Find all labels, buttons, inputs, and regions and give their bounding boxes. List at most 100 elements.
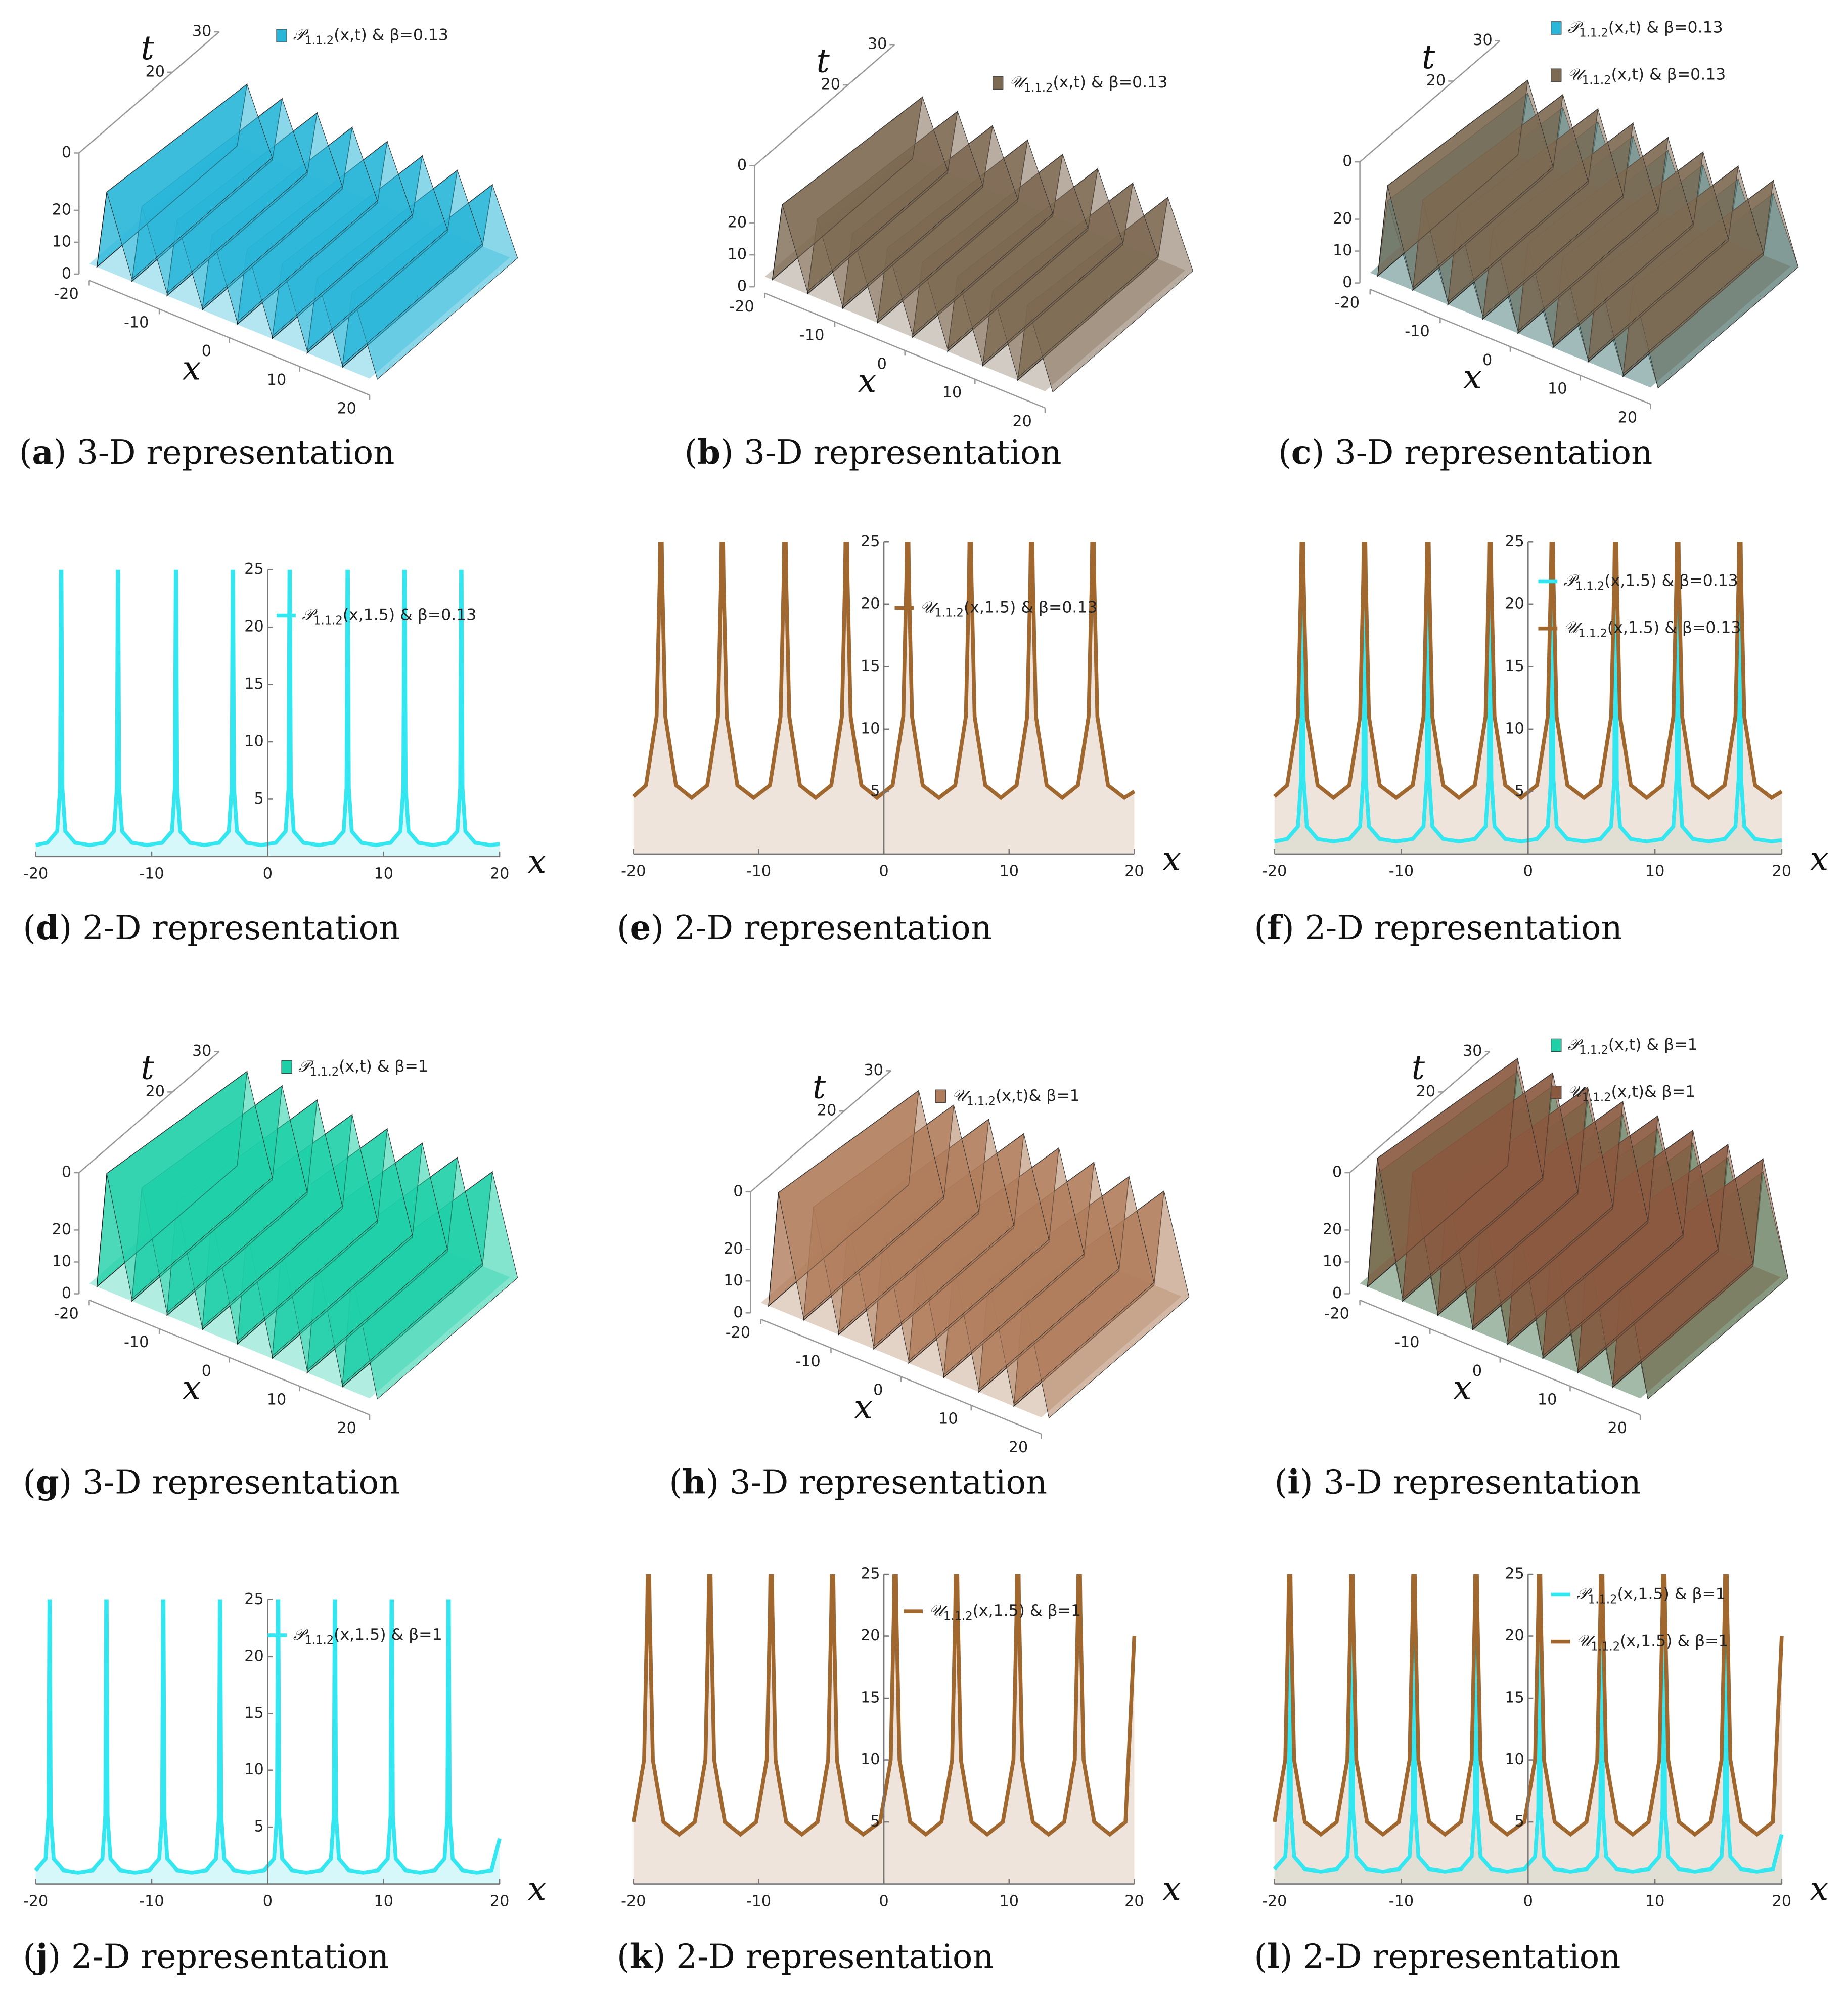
caption-part: i [1287, 1463, 1300, 1502]
legend-subscript: 1.1.2 [943, 1610, 973, 1623]
caption-part: e [630, 908, 651, 947]
legend-text: (x,t) & β=0.13 [1608, 18, 1723, 36]
y-tick-label: 25 [244, 1590, 263, 1608]
x-tick-label: 0 [873, 1382, 883, 1399]
y-tick-label: 25 [1505, 532, 1524, 550]
y-tick-label: 15 [244, 1704, 263, 1722]
y-tick-label: 25 [1505, 1565, 1524, 1583]
z-tick-label: 10 [52, 233, 71, 250]
plot-area [632, 1574, 1137, 1884]
caption-part: ( [23, 1937, 36, 1976]
y-tick-label: 25 [244, 560, 263, 578]
z-tick-label: 20 [52, 201, 71, 218]
x-tick-label: 20 [1124, 1892, 1144, 1910]
x-tick-label: -10 [746, 1892, 771, 1910]
caption-part: ) 3-D representation [1312, 433, 1653, 472]
caption-part: ) 2-D representation [48, 1937, 389, 1976]
x-axis-label: x [528, 842, 547, 881]
caption: (i) 3-D representation [1275, 1463, 1641, 1502]
caption-part: ( [1254, 1937, 1267, 1976]
z-tick-label: 20 [1333, 210, 1352, 228]
z-tick-label: 20 [728, 214, 747, 232]
y-tick-label: 5 [1514, 782, 1524, 800]
area [633, 1574, 1135, 1884]
caption-part: ( [23, 1463, 36, 1502]
legend-text: (x,1.5) & β=1 [973, 1601, 1081, 1620]
legend-swatch [276, 29, 287, 42]
legend-subscript: 1.1.2 [934, 606, 964, 619]
t-axis-label: t [817, 41, 830, 80]
x-tick-label: 20 [1009, 1439, 1028, 1456]
x-tick-label: -20 [23, 865, 48, 883]
x-tick-label: 0 [879, 1892, 888, 1910]
legend-text: (x,1.5) & β=0.13 [343, 606, 477, 624]
legend-label: 𝒫1.1.2(x,1.5) & β=1 [1576, 1585, 1726, 1606]
legend-subscript: 1.1.2 [313, 614, 343, 627]
legend-swatch [1551, 1038, 1562, 1052]
t-axis [1349, 1051, 1491, 1173]
caption-part: k [630, 1937, 654, 1976]
legend-text: (x,t) & β=0.13 [1611, 66, 1726, 84]
line [34, 1599, 502, 1875]
legend-label: 𝒫1.1.2(x,1.5) & β=1 [293, 1626, 442, 1647]
surface-ridge-face [1377, 1058, 1543, 1299]
x-tick-label: -20 [726, 1324, 750, 1342]
legend-subscript: 1.1.2 [1588, 1593, 1617, 1606]
line [35, 569, 500, 848]
x-tick-label: 20 [490, 1892, 509, 1910]
x-tick-label: 20 [337, 1419, 356, 1437]
caption-part: l [1267, 1937, 1280, 1976]
y-tick-label: 5 [254, 790, 264, 808]
x-tick-label: 0 [1523, 1892, 1533, 1910]
caption-part: ) 2-D representation [1281, 909, 1622, 947]
caption-part: ( [617, 1937, 630, 1976]
z-tick-label: 10 [728, 246, 747, 263]
y-tick-label: 20 [861, 1627, 880, 1644]
x-tick-label: 20 [1012, 413, 1031, 430]
caption-part: ( [1275, 1463, 1288, 1502]
line [1274, 542, 1782, 843]
y-tick-label: 10 [861, 720, 880, 737]
t-tick-label: 30 [192, 23, 211, 40]
x-tick-label: 0 [1472, 1362, 1482, 1380]
x-tick-label: 0 [877, 355, 887, 373]
legend-swatch [992, 76, 1004, 90]
legend-subscript: 1.1.2 [304, 1634, 334, 1647]
caption-part: ) 3-D representation [59, 1463, 400, 1502]
legend-text: (x,1.5) & β=1 [1620, 1632, 1728, 1651]
legend-subscript: 1.1.2 [1575, 580, 1605, 593]
legend-label: 𝒰1.1.2(x,t) & β=0.13 [1567, 65, 1726, 86]
caption-part: ) 3-D representation [706, 1463, 1048, 1502]
x-tick-label: 0 [263, 865, 273, 883]
caption: (h) 3-D representation [669, 1463, 1047, 1502]
x-axis-label: x [1810, 1870, 1828, 1908]
x-tick-label: -10 [1389, 1892, 1414, 1910]
surface-ridge-face [106, 83, 273, 280]
line [632, 1574, 1137, 1837]
plot-area [35, 569, 500, 857]
x-tick-label: 10 [1000, 863, 1019, 880]
y-tick-label: 10 [244, 733, 263, 750]
legend-label: 𝒫1.1.2(x,t) & β=1 [1567, 1035, 1697, 1056]
legend-label: 𝒰1.1.2(x,t)& β=1 [952, 1086, 1080, 1107]
caption-part: h [682, 1463, 706, 1502]
x-tick-label: -10 [1405, 323, 1429, 340]
x-tick-label: -20 [1325, 1305, 1349, 1322]
x-tick-label: 10 [1548, 380, 1567, 398]
legend-subscript: 1.1.2 [1579, 26, 1608, 39]
caption-part: ( [1254, 909, 1267, 947]
x-tick-label: 20 [1124, 863, 1144, 880]
caption-part: ( [19, 433, 32, 472]
x-tick-label: 20 [1618, 409, 1637, 426]
t-tick-label: 20 [146, 1083, 165, 1100]
t-tick-label: 0 [737, 156, 747, 174]
legend-subscript: 1.1.2 [1582, 1091, 1611, 1104]
x-tick-label: 20 [490, 865, 509, 883]
legend-label: 𝒰1.1.2(x,1.5) & β=1 [929, 1601, 1081, 1623]
y-tick-label: 5 [254, 1818, 264, 1836]
plot-area [34, 1599, 502, 1884]
x-tick-label: -20 [1335, 294, 1360, 311]
legend-swatch [281, 1060, 292, 1074]
caption-part: a [32, 433, 53, 472]
caption-part: ) 3-D representation [720, 433, 1062, 472]
